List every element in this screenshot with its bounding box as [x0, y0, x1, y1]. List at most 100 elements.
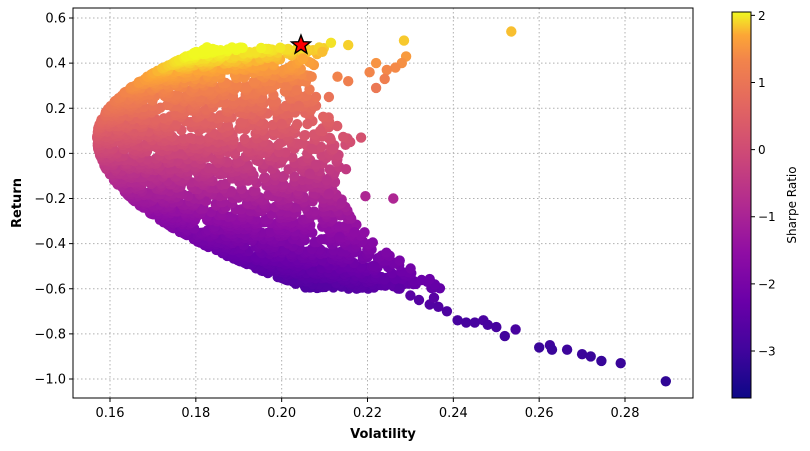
outlier-point [394, 283, 405, 294]
cloud-point [424, 273, 435, 285]
outlier-point [482, 319, 493, 330]
colorbar-tick-label: −2 [758, 277, 776, 291]
outlier-point [379, 73, 390, 85]
outlier-point [368, 261, 380, 272]
colorbar [731, 11, 752, 399]
cloud-point [416, 274, 427, 286]
cloud-point [282, 43, 294, 55]
outlier-point [340, 164, 352, 175]
outlier-point [321, 175, 332, 186]
colorbar-tick-label: 1 [758, 76, 766, 90]
outlier-point [349, 227, 360, 238]
x-tick-label: 0.24 [439, 406, 468, 421]
outlier-point [441, 306, 453, 317]
outlier-point [379, 274, 390, 285]
outlier-point [364, 67, 375, 78]
cloud-point [259, 172, 271, 183]
cloud-point [289, 171, 300, 182]
cloud-point [297, 138, 308, 149]
cloud-point [278, 179, 289, 190]
outlier-point [293, 100, 304, 112]
outlier-point [660, 376, 671, 387]
outlier-point [433, 301, 444, 312]
outlier-point [343, 39, 354, 51]
cloud-point [280, 100, 291, 112]
x-tick-label: 0.18 [181, 406, 210, 421]
outlier-point [576, 349, 588, 360]
outlier-point [546, 344, 558, 355]
colorbar-tick-label: 2 [758, 9, 766, 23]
outlier-point [310, 159, 322, 170]
cloud-point [316, 141, 327, 153]
y-tick-label: 0.4 [45, 57, 66, 72]
y-tick-label: 0.6 [45, 12, 66, 27]
outlier-points [276, 26, 671, 387]
outlier-point [325, 37, 337, 48]
colorbar-label: Sharpe Ratio [785, 166, 799, 243]
plot-frame [72, 7, 694, 399]
cloud-point [359, 227, 370, 238]
outlier-point [499, 330, 510, 342]
cloud-point [318, 111, 329, 123]
outlier-point [355, 132, 367, 143]
outlier-point [297, 53, 309, 64]
cloud-point [203, 162, 214, 174]
cloud-point [324, 132, 336, 144]
x-tick-label: 0.26 [525, 406, 554, 421]
colorbar-tick-label: −3 [758, 345, 776, 359]
outlier-point [398, 35, 410, 46]
cloud-point [275, 42, 286, 53]
cloud-point [171, 119, 182, 130]
outlier-point [328, 143, 339, 155]
outlier-point [304, 168, 315, 179]
y-tick-label: −0.2 [34, 192, 66, 207]
x-tick-label: 0.20 [267, 406, 296, 421]
outlier-point [332, 71, 343, 82]
y-tick-label: 0.2 [45, 102, 66, 117]
y-tick-label: 0.0 [45, 147, 66, 162]
outlier-point [334, 231, 345, 243]
outlier-point [405, 290, 416, 301]
y-axis-ticks: 0.6 0.4 0.2 0.0 −0.2 −0.4 −0.6 −0.8 −1.0 [34, 12, 73, 388]
cloud-point [201, 42, 213, 53]
outlier-point [615, 358, 626, 369]
outlier-point [323, 188, 335, 200]
outlier-point [390, 62, 401, 73]
cloud-point [235, 42, 246, 53]
outlier-point [317, 46, 328, 57]
cloud-point [367, 237, 378, 248]
cloud-point [237, 116, 248, 128]
cloud-point [332, 120, 343, 132]
outlier-point [315, 125, 326, 136]
outlier-point [360, 191, 371, 202]
cloud-point [324, 164, 336, 175]
cloud-point [222, 120, 234, 131]
max-sharpe-marker-group [289, 33, 313, 55]
x-axis-label: Volatility [350, 427, 416, 442]
x-tick-label: 0.28 [611, 406, 640, 421]
cloud-point [299, 130, 311, 141]
outlier-point [461, 317, 472, 328]
cloud-point [405, 263, 416, 274]
cloud-point [394, 255, 405, 266]
cloud-point [226, 186, 237, 197]
scatter-points [92, 42, 446, 294]
y-tick-label: −0.4 [34, 237, 66, 252]
cloud-point [185, 132, 196, 144]
cloud-point [226, 42, 238, 53]
colorbar-ticks: 2 1 0 −1 −2 −3 [751, 9, 776, 359]
x-tick-label: 0.16 [96, 406, 125, 421]
cloud-point [381, 247, 392, 258]
outlier-point [388, 193, 399, 204]
outlier-point [370, 57, 382, 69]
outlier-point [596, 355, 607, 367]
y-tick-label: −1.0 [34, 373, 66, 388]
outlier-point [323, 91, 335, 103]
outlier-point [310, 91, 322, 103]
cloud-point [255, 42, 267, 54]
y-tick-label: −0.6 [34, 282, 66, 297]
x-axis-ticks: 0.16 0.18 0.20 0.22 0.24 0.26 0.28 [96, 398, 640, 421]
outlier-point [469, 317, 480, 328]
